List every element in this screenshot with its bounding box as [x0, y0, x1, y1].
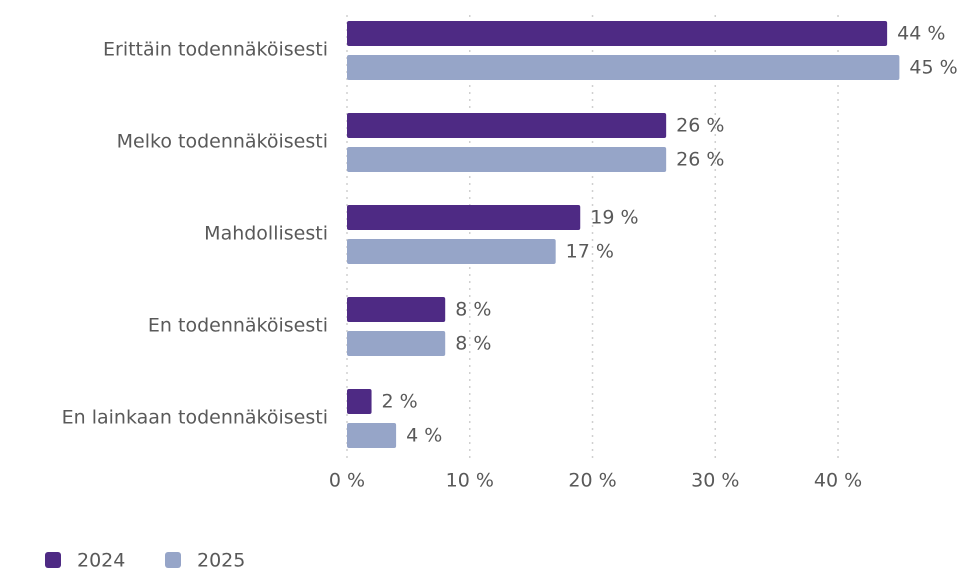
category-label: Erittäin todennäköisesti	[103, 39, 328, 61]
legend-label: 2025	[197, 550, 245, 572]
bar	[347, 21, 888, 46]
category-label: Mahdollisesti	[204, 223, 328, 245]
category-label: Melko todennäköisesti	[117, 131, 328, 153]
value-label: 26 %	[676, 115, 724, 137]
bar	[347, 147, 667, 172]
legend-label: 2024	[77, 550, 125, 572]
value-label: 2 %	[382, 391, 418, 413]
bar	[347, 113, 667, 138]
value-label: 8 %	[455, 299, 491, 321]
value-label: 8 %	[455, 333, 491, 355]
x-tick-label: 30 %	[691, 470, 739, 492]
x-tick-label: 0 %	[329, 470, 365, 492]
category-label: En todennäköisesti	[148, 315, 328, 337]
x-tick-label: 40 %	[814, 470, 862, 492]
value-label: 26 %	[676, 149, 724, 171]
value-label: 17 %	[566, 241, 614, 263]
bar	[347, 55, 900, 80]
bar	[347, 205, 581, 230]
bar	[347, 297, 446, 322]
value-label: 19 %	[590, 207, 638, 229]
value-label: 45 %	[909, 57, 957, 79]
x-tick-label: 20 %	[568, 470, 616, 492]
x-tick-label: 10 %	[446, 470, 494, 492]
legend-swatch	[165, 552, 181, 568]
legend-swatch	[45, 552, 61, 568]
bar	[347, 423, 397, 448]
value-label: 4 %	[406, 425, 442, 447]
value-label: 44 %	[897, 23, 945, 45]
bar	[347, 389, 372, 414]
category-label: En lainkaan todennäköisesti	[62, 407, 328, 429]
bar	[347, 239, 556, 264]
bar	[347, 331, 446, 356]
